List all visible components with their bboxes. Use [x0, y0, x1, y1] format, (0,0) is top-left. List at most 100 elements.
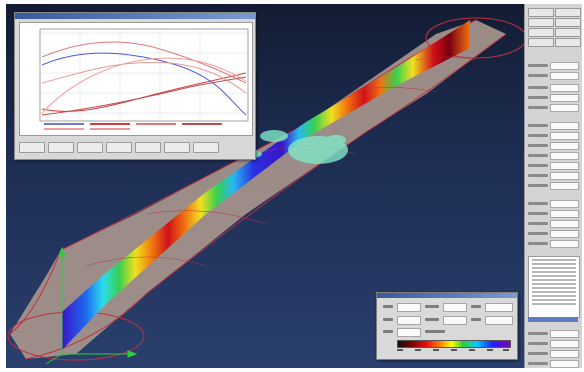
plot-toolbar-button[interactable]: [19, 141, 45, 153]
colormap-min-field[interactable]: [397, 303, 421, 312]
colormap-label: [471, 305, 481, 308]
plot-curve-3: [41, 41, 247, 84]
properties-panel: [524, 4, 582, 368]
colorbar-tick-label: [487, 349, 493, 351]
property-field[interactable]: [550, 199, 579, 208]
selected-list-item[interactable]: [528, 317, 578, 322]
property-field[interactable]: [550, 229, 579, 238]
plot-curve-5: [41, 61, 247, 94]
panel-button[interactable]: [528, 38, 554, 47]
plot-toolbar-button[interactable]: [48, 141, 74, 153]
flow-color-strip: [62, 20, 470, 350]
plot-toolbar-button[interactable]: [135, 141, 161, 153]
property-row: [528, 229, 579, 238]
property-row: [528, 329, 579, 338]
property-field[interactable]: [550, 219, 579, 228]
tube-outline: [9, 19, 507, 360]
colormap-title-bar[interactable]: [377, 293, 517, 298]
property-row: [528, 131, 579, 140]
property-row: [528, 209, 579, 218]
property-field[interactable]: [550, 209, 579, 218]
property-row: [528, 141, 579, 150]
property-row: [528, 161, 579, 170]
plot-frame: [39, 28, 249, 122]
colormap-field[interactable]: [397, 316, 421, 325]
colormap-dialog[interactable]: [376, 292, 518, 360]
colorbar-tick-label: [415, 349, 421, 351]
panel-button[interactable]: [528, 8, 554, 17]
plot-legend: [44, 123, 222, 130]
colorbar-tick-label: [469, 349, 475, 351]
plot-toolbar-button[interactable]: [77, 141, 103, 153]
property-field[interactable]: [550, 141, 579, 150]
plot-curve-1: [41, 52, 247, 116]
tube-scene: [7, 17, 524, 365]
panel-button[interactable]: [528, 18, 554, 27]
colormap-label: [383, 305, 393, 308]
property-field[interactable]: [550, 239, 579, 248]
panel-button[interactable]: [555, 38, 581, 47]
property-row: [528, 71, 579, 80]
property-field[interactable]: [550, 121, 579, 130]
plot-curves: [41, 41, 247, 116]
plot-toolbar-button[interactable]: [164, 141, 190, 153]
colormap-label: [383, 330, 393, 333]
property-field[interactable]: [550, 103, 579, 112]
colormap-max-field[interactable]: [443, 303, 467, 312]
panel-button[interactable]: [555, 28, 581, 37]
colormap-colorbar: [397, 340, 511, 348]
property-row: [528, 181, 579, 190]
plot-curve-4: [41, 57, 247, 114]
colormap-label: [425, 330, 445, 333]
colormap-label: [471, 318, 481, 321]
line-plot: [39, 28, 249, 130]
colormap-field[interactable]: [485, 303, 513, 312]
colormap-label: [425, 318, 439, 321]
plot-window[interactable]: [14, 12, 256, 160]
property-field[interactable]: [550, 93, 579, 102]
property-field[interactable]: [550, 83, 579, 92]
property-field[interactable]: [550, 151, 579, 160]
property-row: [528, 151, 579, 160]
plot-toolbar-button[interactable]: [106, 141, 132, 153]
plot-area: [19, 22, 253, 136]
panel-button[interactable]: [528, 28, 554, 37]
property-field[interactable]: [550, 71, 579, 80]
colormap-field[interactable]: [397, 328, 421, 337]
plot-title-bar[interactable]: [15, 13, 255, 19]
property-field[interactable]: [550, 131, 579, 140]
3d-viewport[interactable]: [6, 4, 524, 368]
tube-far-cap: [425, 17, 524, 59]
property-row: [528, 83, 579, 92]
plot-curve-2: [41, 72, 247, 112]
item-list[interactable]: [528, 256, 580, 318]
property-field[interactable]: [550, 349, 579, 358]
property-field[interactable]: [550, 61, 579, 70]
colormap-field[interactable]: [485, 316, 513, 325]
property-row: [528, 239, 579, 248]
property-row: [528, 359, 579, 368]
property-field[interactable]: [550, 161, 579, 170]
xyz-axes-icon: [45, 246, 138, 365]
property-field[interactable]: [550, 181, 579, 190]
property-field[interactable]: [550, 339, 579, 348]
property-row: [528, 93, 579, 102]
plot-toolbar-button[interactable]: [193, 141, 219, 153]
colorbar-tick-label: [397, 349, 403, 351]
property-row: [528, 103, 579, 112]
property-row: [528, 199, 579, 208]
panel-button[interactable]: [555, 18, 581, 27]
colorbar-tick-label: [433, 349, 439, 351]
panel-button[interactable]: [555, 8, 581, 17]
property-row: [528, 349, 579, 358]
colorbar-tick-label: [451, 349, 457, 351]
property-row: [528, 61, 579, 70]
colormap-field[interactable]: [443, 316, 467, 325]
plot-curve-6: [41, 76, 247, 116]
plot-toolbar: [19, 139, 251, 155]
property-row: [528, 339, 579, 348]
property-field[interactable]: [550, 359, 579, 368]
property-field[interactable]: [550, 171, 579, 180]
property-field[interactable]: [550, 329, 579, 338]
